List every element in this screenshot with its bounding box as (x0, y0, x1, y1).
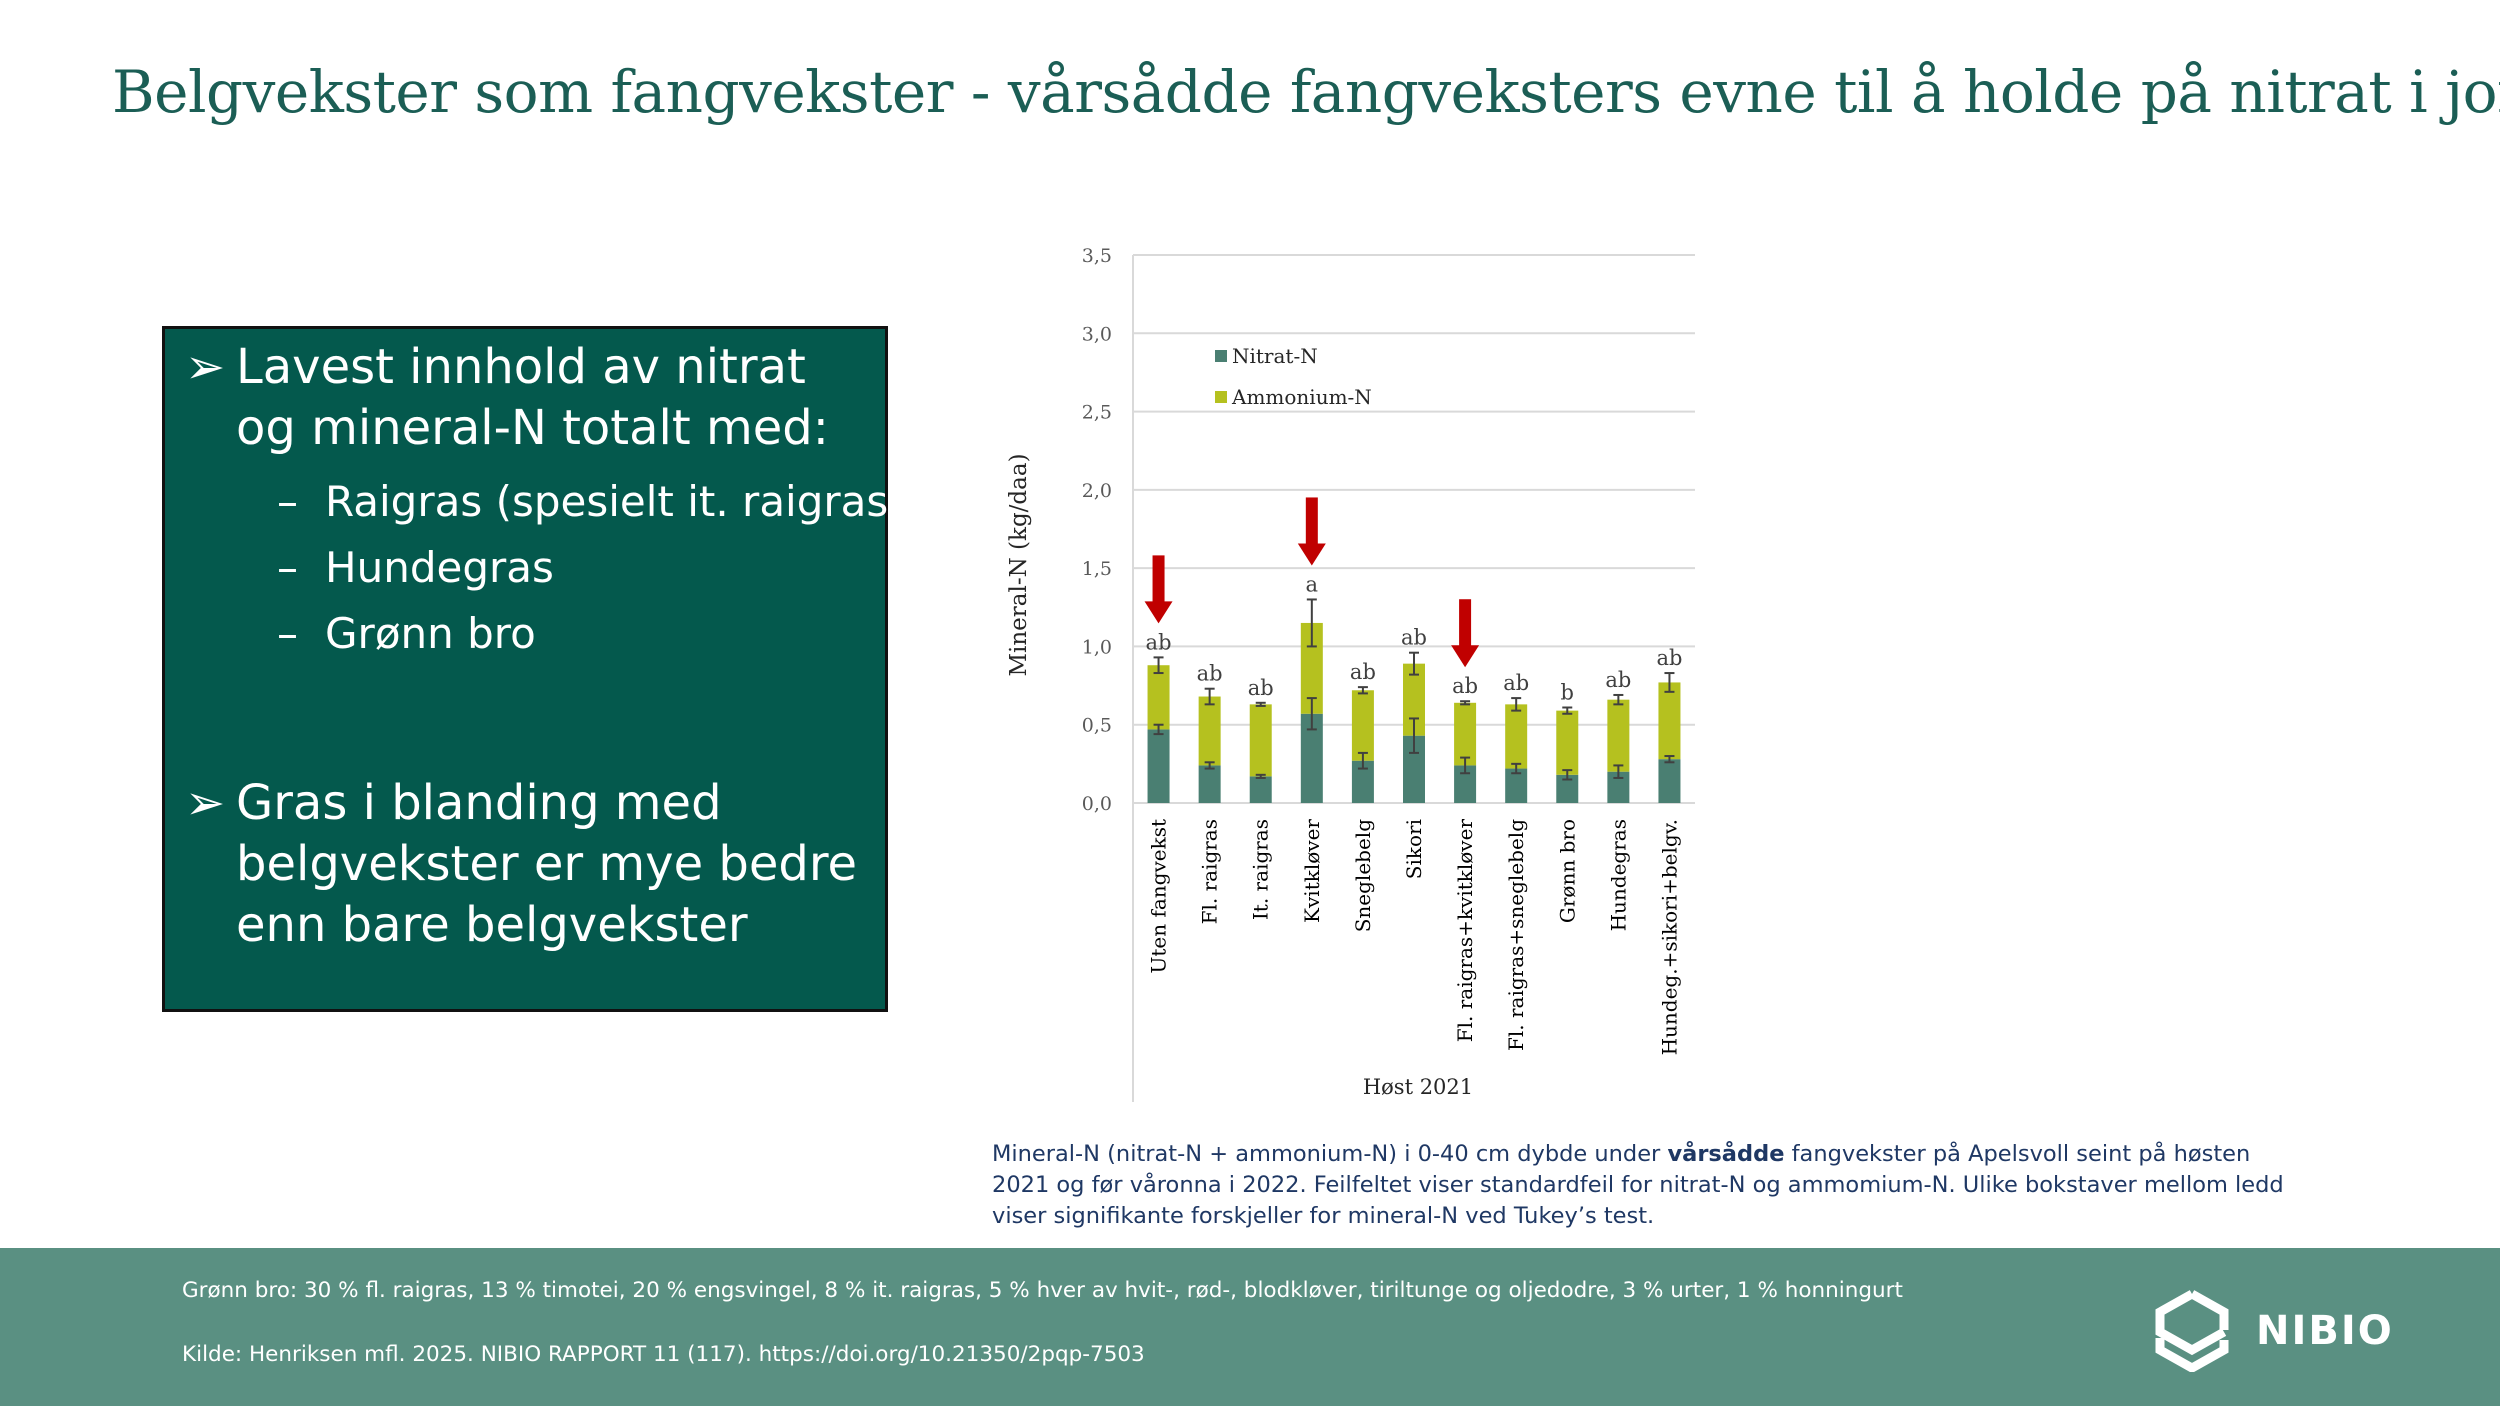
significance-letter: ab (1401, 626, 1427, 650)
caption-bold: vårsådde (1667, 1141, 1785, 1167)
bullet-2-text: Gras i blanding med belgvekster er mye b… (236, 775, 858, 953)
dash-glyph: – (277, 477, 298, 526)
bar-ammonium (1198, 696, 1221, 766)
nibio-logo-icon (2155, 1290, 2229, 1372)
slide-title: Belgvekster som fangvekster - vårsådde f… (112, 58, 2500, 126)
chart-caption: Mineral-N (nitrat-N + ammonium-N) i 0-40… (992, 1139, 2292, 1232)
y-tick-label: 2,0 (1082, 480, 1112, 502)
dash-glyph: – (277, 609, 298, 658)
category-label: Hundegras (1606, 819, 1630, 931)
bar-ammonium (1300, 622, 1323, 714)
caption-text-2: fangvekster på Apelsvoll seint på høsten… (992, 1141, 2284, 1229)
significance-letter: ab (1350, 660, 1376, 684)
bar-ammonium (1556, 710, 1579, 775)
sub-item-3-text: Grønn bro (325, 609, 536, 658)
down-arrow-icon (1305, 497, 1318, 546)
mineral-n-chart: 0,0 0,5 1,0 1,5 2,0 2,5 3,0 3,5 Mineral-N (kg/da… (1006, 245, 1695, 1102)
bar-nitrat (1505, 768, 1528, 803)
category-label: Sikori (1402, 819, 1426, 879)
bar-ammonium (1505, 704, 1528, 769)
y-tick-label: 1,0 (1082, 636, 1112, 658)
category-label: It. raigras (1249, 819, 1273, 920)
bar-ammonium (1454, 702, 1477, 766)
significance-letter: ab (1452, 674, 1478, 698)
category-label: Uten fangvekst (1147, 819, 1171, 974)
bar-ammonium (1607, 699, 1630, 772)
bar-nitrat (1351, 760, 1374, 803)
nibio-logo-text: NIBIO (2256, 1308, 2394, 1354)
category-label: Fl. raigras+sneglebelg (1504, 819, 1528, 1051)
significance-letter: ab (1146, 630, 1172, 654)
bar-nitrat (1556, 774, 1579, 803)
footer: Grønn bro: 30 % fl. raigras, 13 % timote… (0, 1248, 2500, 1406)
bullet-1: ➢ Lavest innhold av nitrat og mineral-N … (185, 337, 865, 459)
down-arrow-icon (1144, 601, 1173, 624)
legend-label-ammonium: Ammonium-N (1231, 385, 1372, 409)
significance-letter: a (1306, 572, 1319, 596)
bar-nitrat (1198, 765, 1221, 803)
bar-nitrat (1403, 735, 1425, 803)
down-arrow-icon (1152, 555, 1165, 604)
bar-nitrat (1249, 776, 1272, 803)
down-arrow-icon (1459, 599, 1472, 648)
bar-ammonium (1147, 665, 1170, 730)
down-arrow-icon (1297, 543, 1326, 566)
summary-box: ➢ Lavest innhold av nitrat og mineral-N … (162, 326, 905, 1012)
down-arrow-icon (1451, 645, 1480, 668)
bullet-1-text: Lavest innhold av nitrat og mineral-N to… (236, 339, 829, 456)
category-label: Fl. raigras (1198, 819, 1222, 924)
bar-nitrat (1607, 771, 1630, 803)
bar-ammonium (1249, 704, 1272, 777)
bar-nitrat (1454, 765, 1477, 803)
y-tick-label: 3,0 (1082, 323, 1112, 345)
bullet-2: ➢ Gras i blanding med belgvekster er mye… (185, 773, 865, 956)
arrow-bullet-icon: ➢ (185, 775, 226, 831)
arrow-bullet-icon: ➢ (185, 339, 226, 395)
sub-item-1: – Raigras (spesielt it. raigras) (277, 469, 905, 535)
significance-letter: b (1561, 680, 1574, 704)
y-tick-label: 0,5 (1082, 715, 1112, 737)
sub-item-3: – Grønn bro (277, 601, 536, 667)
category-label: Fl. raigras+kvitkløver (1453, 819, 1477, 1043)
y-tick-label: 0,0 (1082, 793, 1112, 815)
significance-letter: ab (1605, 668, 1631, 692)
footer-note: Grønn bro: 30 % fl. raigras, 13 % timote… (182, 1278, 1903, 1303)
category-label: Sneglebelg (1351, 819, 1375, 932)
legend-swatch-nitrat (1215, 350, 1227, 362)
bar-ammonium (1351, 690, 1374, 761)
caption-text-1: Mineral-N (nitrat-N + ammonium-N) i 0-40… (992, 1141, 1668, 1167)
legend-swatch-ammonium (1215, 391, 1227, 403)
category-label: Kvitkløver (1300, 819, 1324, 923)
significance-letter: ab (1656, 646, 1682, 670)
bar-nitrat (1300, 713, 1323, 803)
y-tick-label: 3,5 (1082, 245, 1112, 267)
bar-nitrat (1658, 759, 1681, 803)
bar-nitrat (1147, 729, 1170, 803)
significance-letter: ab (1503, 671, 1529, 695)
y-tick-label: 1,5 (1082, 558, 1112, 580)
dash-glyph: – (277, 543, 298, 592)
significance-letter: ab (1197, 662, 1223, 686)
y-tick-label: 2,5 (1082, 402, 1112, 424)
bar-ammonium (1403, 663, 1425, 736)
category-label: Grønn bro (1555, 819, 1579, 923)
bar-ammonium (1658, 682, 1681, 760)
category-label: Hundeg.+sikori+belgv. (1657, 819, 1681, 1055)
sub-item-2-text: Hundegras (325, 543, 554, 592)
sub-item-1-text: Raigras (spesielt it. raigras) (325, 477, 905, 526)
sub-item-2: – Hundegras (277, 535, 554, 601)
legend-label-nitrat: Nitrat-N (1232, 344, 1318, 368)
y-axis-label: Mineral-N (kg/daa) (1006, 453, 1032, 676)
footer-source: Kilde: Henriksen mfl. 2025. NIBIO RAPPOR… (182, 1342, 1145, 1367)
significance-letter: ab (1248, 676, 1274, 700)
x-axis-label: Høst 2021 (1363, 1075, 1473, 1099)
